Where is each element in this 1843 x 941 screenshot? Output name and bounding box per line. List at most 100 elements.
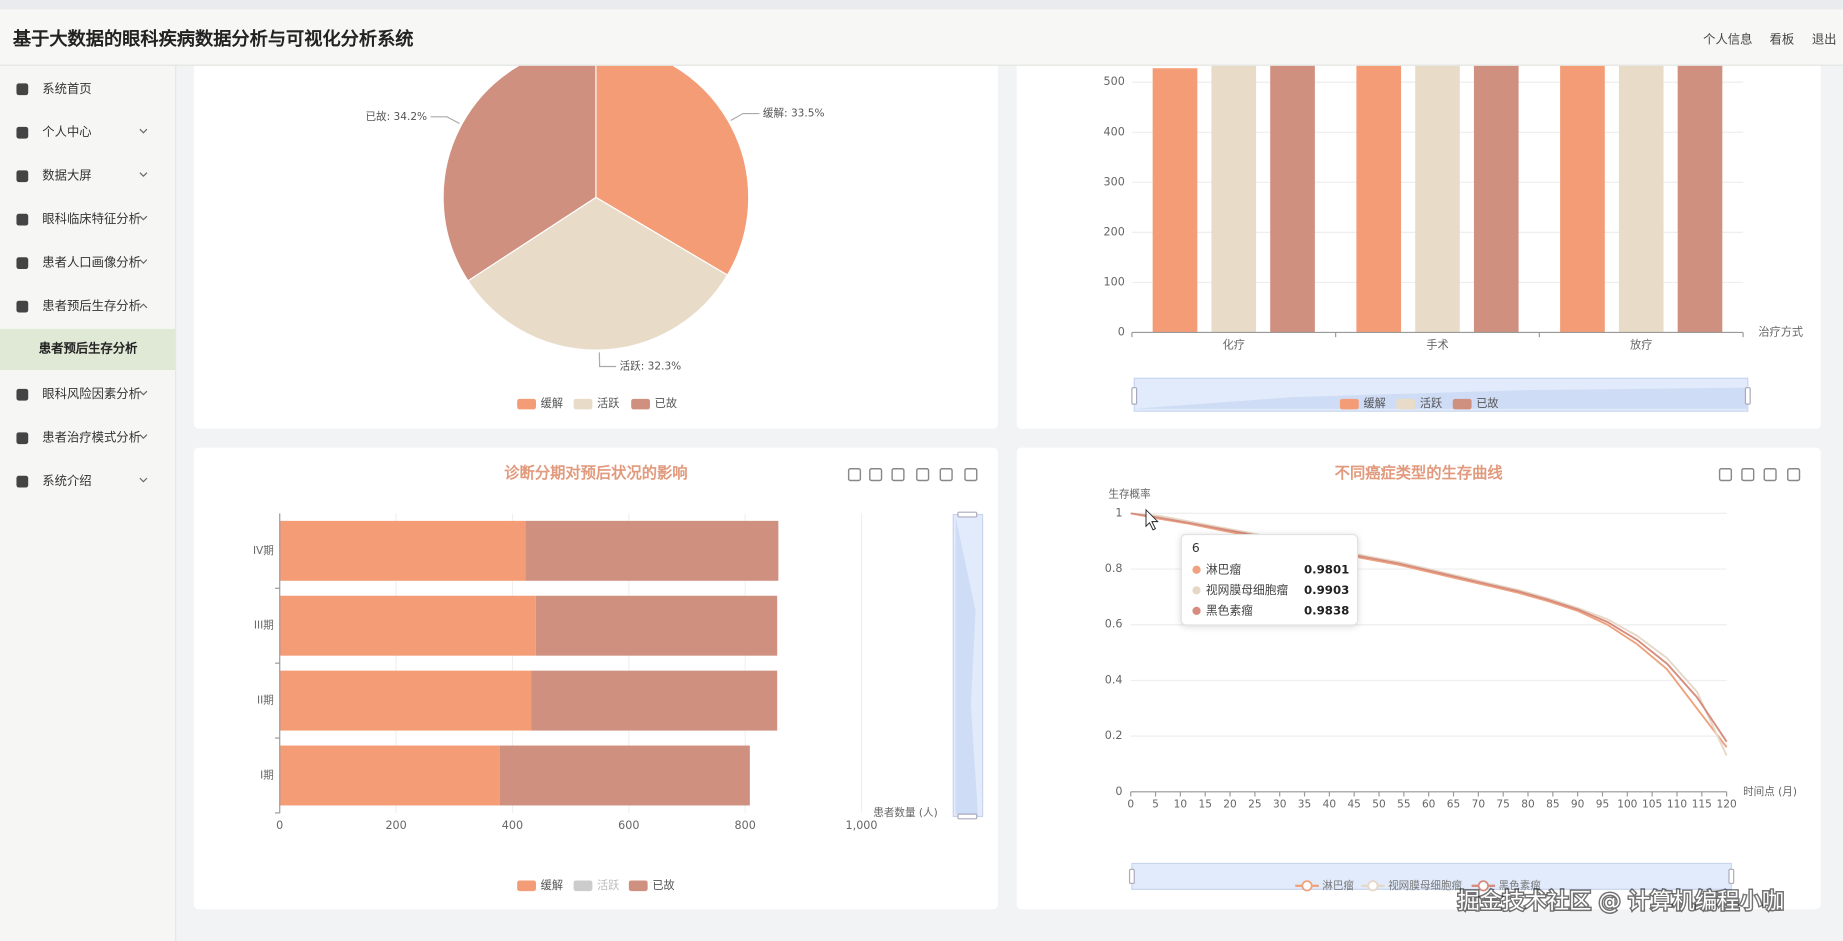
menu-item[interactable]: 系统首页 [42, 82, 91, 96]
menu-icon [16, 388, 29, 401]
zoom-slider[interactable] [1131, 862, 1732, 890]
pie-slice [467, 196, 729, 351]
menu-item[interactable]: 眼科风险因素分析 [42, 386, 141, 401]
bar-segment [279, 745, 500, 806]
zoom-handle[interactable] [1728, 868, 1735, 885]
y-tick-label: II期 [257, 695, 274, 707]
legend-swatch[interactable] [1396, 398, 1416, 410]
bar [1677, 42, 1723, 333]
y-tick-label: 0.4 [1105, 673, 1123, 686]
menu-chevron [139, 128, 148, 134]
menu-icon [16, 126, 29, 139]
menu-icon [16, 257, 29, 270]
legend-swatch[interactable] [517, 398, 536, 410]
bar-segment [279, 670, 532, 731]
label-leader [730, 112, 760, 122]
menu-chevron [139, 215, 148, 221]
toolbox-icon[interactable] [1718, 468, 1733, 482]
x-tick-label: 放疗 [1630, 337, 1652, 351]
toolbox-icon[interactable] [939, 468, 953, 482]
legend-label: 视网膜母细胞瘤 [1388, 879, 1462, 892]
header-link[interactable]: 个人信息 [1703, 31, 1752, 46]
menu-chevron [139, 477, 148, 483]
header-link[interactable]: 退出 [1812, 32, 1837, 46]
x-tick-label: 25 [1248, 799, 1261, 811]
x-tick-label: 85 [1546, 799, 1559, 811]
menu-item[interactable]: 数据大屏 [42, 168, 91, 183]
zoom-handle[interactable] [957, 511, 978, 518]
x-tick-label: 75 [1496, 799, 1509, 811]
zoom-handle[interactable] [1131, 387, 1138, 405]
bar-segment [535, 595, 778, 656]
tooltip-title: 6 [1192, 541, 1200, 555]
bar [1152, 68, 1198, 333]
bar-segment [525, 520, 779, 581]
toolbox-icon[interactable] [1741, 468, 1755, 482]
bar [1270, 52, 1315, 333]
x-tick-label: 600 [618, 819, 639, 832]
toolbox-icon[interactable] [1763, 468, 1777, 482]
tooltip-dot [1192, 586, 1201, 595]
y-tick-label: 0 [1115, 785, 1122, 798]
bar-segment [499, 745, 750, 806]
toolbox-icon[interactable] [964, 468, 978, 482]
menu-item[interactable]: 患者治疗模式分析 [42, 431, 141, 445]
menu-item[interactable]: 患者预后生存分析 [42, 299, 141, 313]
toolbox-icon[interactable] [1787, 468, 1801, 482]
menu-chevron [139, 259, 148, 264]
legend-swatch[interactable] [631, 398, 650, 410]
x-tick-label: 105 [1642, 799, 1662, 811]
legend-marker[interactable] [1367, 880, 1379, 892]
legend-label: 已故 [655, 396, 677, 410]
header-link[interactable]: 看板 [1770, 32, 1795, 46]
bar [1356, 44, 1402, 333]
legend-swatch[interactable] [573, 880, 593, 892]
survival-line [1130, 512, 1728, 757]
bar [1560, 47, 1605, 333]
legend-swatch[interactable] [628, 880, 648, 892]
y-tick-label: 0.8 [1105, 562, 1123, 575]
menu-item[interactable]: 系统介绍 [42, 474, 91, 488]
tooltip-name: 黑色素瘤 [1206, 603, 1253, 617]
tooltip-value: 0.9801 [1304, 562, 1349, 576]
x-axis-name: 患者数量 (人) [873, 806, 937, 819]
legend-swatch[interactable] [573, 398, 593, 410]
legend-label: 活跃 [597, 878, 619, 892]
panel [1016, 447, 1821, 910]
sidebar [0, 65, 176, 941]
zoom-handle[interactable] [1744, 387, 1751, 405]
browser-bar [0, 0, 1843, 10]
menu-item[interactable]: 眼科临床特征分析 [42, 211, 141, 226]
bar [1473, 47, 1519, 333]
legend-swatch[interactable] [1452, 398, 1472, 410]
y-tick-label: 200 [1104, 225, 1125, 238]
watermark: 掘金技术社区 @ 计算机编程小咖 [1457, 889, 1784, 915]
x-tick-label: 95 [1596, 799, 1609, 811]
zoom-handle[interactable] [957, 813, 978, 820]
legend-marker[interactable] [1477, 880, 1489, 892]
zoom-handle[interactable] [1128, 868, 1135, 885]
legend-marker[interactable] [1301, 880, 1313, 892]
y-tick-label: 400 [1104, 125, 1125, 138]
legend-swatch[interactable] [517, 880, 536, 892]
x-tick-label: 30 [1273, 799, 1287, 811]
toolbox-icon[interactable] [869, 468, 883, 482]
y-tick-label: IV期 [253, 545, 274, 557]
toolbox-icon[interactable] [916, 468, 930, 482]
y-axis-name: 生存概率 [1108, 488, 1151, 501]
survival-line [1130, 512, 1728, 743]
bar [1415, 52, 1460, 333]
menu-item[interactable]: 个人中心 [42, 124, 91, 139]
legend-swatch[interactable] [1339, 398, 1359, 410]
y-tick-label: 0.6 [1105, 618, 1123, 631]
toolbox-icon[interactable] [847, 468, 862, 482]
bar-segment [531, 670, 778, 731]
app-title: 基于大数据的眼科疾病数据分析与可视化分析系统 [12, 28, 414, 50]
toolbox-icon[interactable] [891, 468, 905, 482]
cursor [1145, 508, 1159, 531]
x-tick-label: 90 [1571, 799, 1585, 811]
submenu-item[interactable]: 患者预后生存分析 [39, 340, 138, 355]
menu-chevron [139, 303, 148, 309]
menu-item[interactable]: 患者人口画像分析 [42, 256, 141, 270]
legend-label: 淋巴瘤 [1322, 879, 1354, 892]
